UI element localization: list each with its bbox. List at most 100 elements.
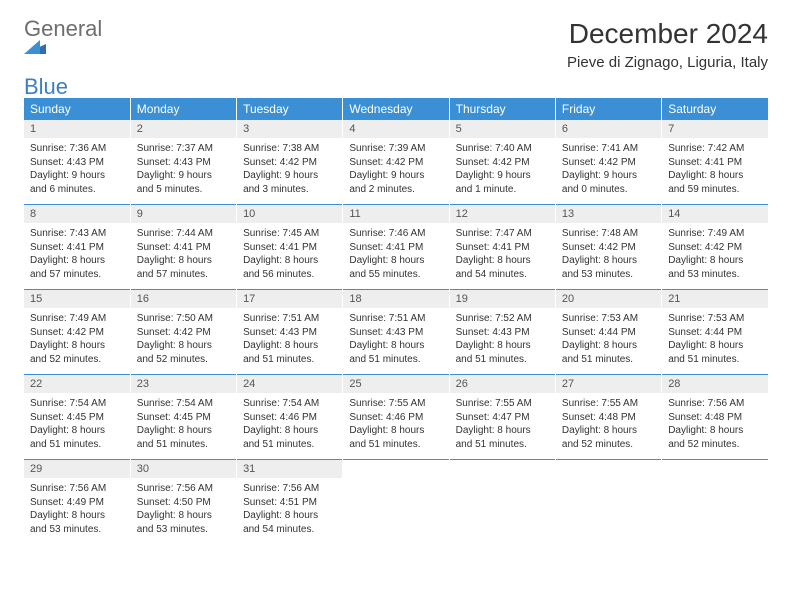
day-number-cell: 5 bbox=[449, 120, 555, 138]
day-detail-cell: Sunrise: 7:44 AMSunset: 4:41 PMDaylight:… bbox=[130, 223, 236, 290]
title-block: December 2024 Pieve di Zignago, Liguria,… bbox=[567, 18, 768, 81]
day-detail-cell: Sunrise: 7:51 AMSunset: 4:43 PMDaylight:… bbox=[237, 308, 343, 375]
day-number-cell: 8 bbox=[24, 205, 130, 223]
day-number-cell: 22 bbox=[24, 375, 130, 393]
detail-line: Sunrise: 7:49 AM bbox=[30, 313, 106, 324]
day-detail-cell: Sunrise: 7:55 AMSunset: 4:47 PMDaylight:… bbox=[449, 393, 555, 460]
detail-row: Sunrise: 7:43 AM Sunset: 4:41 PM Daylight:… bbox=[24, 223, 768, 290]
detail-line: Sunset: 4:46 PM bbox=[243, 412, 317, 423]
day-number-cell: 3 bbox=[237, 120, 343, 138]
day-detail-cell bbox=[555, 478, 661, 544]
calendar-table: SundayMondayTuesdayWednesdayThursdayFrid… bbox=[24, 98, 768, 544]
day-number-cell bbox=[555, 460, 661, 478]
dow-header-cell: Saturday bbox=[662, 98, 768, 120]
day-detail-cell: Sunrise: 7:54 AMSunset: 4:45 PMDaylight:… bbox=[130, 393, 236, 460]
detail-line: Sunset: 4:46 PM bbox=[349, 412, 423, 423]
detail-line: and 51 minutes. bbox=[456, 354, 527, 365]
day-number-cell: 2 bbox=[130, 120, 236, 138]
daynum-row: 22232425262728 bbox=[24, 375, 768, 393]
detail-line: Daylight: 8 hours bbox=[137, 425, 212, 436]
detail-line: and 55 minutes. bbox=[349, 269, 420, 280]
detail-line: Sunrise: 7:51 AM bbox=[243, 313, 319, 324]
day-detail-cell: Sunrise: 7:37 AMSunset: 4:43 PMDaylight:… bbox=[130, 138, 236, 205]
detail-line: Daylight: 8 hours bbox=[30, 255, 105, 266]
detail-line: and 53 minutes. bbox=[668, 269, 739, 280]
day-number-cell: 6 bbox=[555, 120, 661, 138]
detail-line: Sunset: 4:50 PM bbox=[137, 497, 211, 508]
detail-line: Daylight: 8 hours bbox=[137, 340, 212, 351]
day-detail-cell: Sunrise: 7:55 AMSunset: 4:48 PMDaylight:… bbox=[555, 393, 661, 460]
detail-line: Daylight: 8 hours bbox=[668, 425, 743, 436]
detail-line: and 2 minutes. bbox=[349, 184, 415, 195]
day-detail-cell: Sunrise: 7:47 AMSunset: 4:41 PMDaylight:… bbox=[449, 223, 555, 290]
detail-line: Sunset: 4:48 PM bbox=[562, 412, 636, 423]
day-number-cell: 26 bbox=[449, 375, 555, 393]
brand-logo: General Blue bbox=[24, 18, 102, 98]
day-detail-cell: Sunrise: 7:53 AMSunset: 4:44 PMDaylight:… bbox=[555, 308, 661, 375]
detail-line: Sunset: 4:44 PM bbox=[668, 327, 742, 338]
detail-line: and 53 minutes. bbox=[562, 269, 633, 280]
detail-line: Sunset: 4:51 PM bbox=[243, 497, 317, 508]
detail-line: Sunset: 4:41 PM bbox=[668, 157, 742, 168]
detail-line: Sunset: 4:43 PM bbox=[456, 327, 530, 338]
day-number-cell: 13 bbox=[555, 205, 661, 223]
detail-line: Sunset: 4:42 PM bbox=[30, 327, 104, 338]
detail-line: Sunrise: 7:56 AM bbox=[30, 483, 106, 494]
day-number-cell: 1 bbox=[24, 120, 130, 138]
detail-line: Daylight: 8 hours bbox=[243, 510, 318, 521]
day-detail-cell: Sunrise: 7:42 AMSunset: 4:41 PMDaylight:… bbox=[662, 138, 768, 205]
detail-line: Sunset: 4:42 PM bbox=[456, 157, 530, 168]
detail-line: Sunset: 4:43 PM bbox=[349, 327, 423, 338]
detail-line: Sunset: 4:42 PM bbox=[562, 157, 636, 168]
detail-line: and 51 minutes. bbox=[562, 354, 633, 365]
day-number-cell: 15 bbox=[24, 290, 130, 308]
dow-header-cell: Monday bbox=[130, 98, 236, 120]
day-detail-cell: Sunrise: 7:40 AMSunset: 4:42 PMDaylight:… bbox=[449, 138, 555, 205]
day-detail-cell: Sunrise: 7:50 AM Sunset: 4:42 PM Daylight:… bbox=[130, 308, 236, 375]
detail-line: Sunrise: 7:55 AM bbox=[349, 398, 425, 409]
day-number-cell: 7 bbox=[662, 120, 768, 138]
detail-line: Sunrise: 7:51 AM bbox=[349, 313, 425, 324]
detail-line: Daylight: 8 hours bbox=[243, 425, 318, 436]
day-number-cell: 24 bbox=[237, 375, 343, 393]
dow-header-cell: Wednesday bbox=[343, 98, 449, 120]
detail-line: Sunrise: 7:56 AM bbox=[668, 398, 744, 409]
detail-line: Sunset: 4:41 PM bbox=[456, 242, 530, 253]
detail-line: Daylight: 9 hours bbox=[243, 170, 318, 181]
daynum-row: 293031 bbox=[24, 460, 768, 478]
day-number-cell: 27 bbox=[555, 375, 661, 393]
day-detail-cell: Sunrise: 7:54 AMSunset: 4:45 PMDaylight:… bbox=[24, 393, 130, 460]
day-detail-cell: Sunrise: 7:52 AMSunset: 4:43 PMDaylight:… bbox=[449, 308, 555, 375]
detail-line: Daylight: 9 hours bbox=[137, 170, 212, 181]
detail-line: Sunset: 4:45 PM bbox=[137, 412, 211, 423]
detail-line: Sunrise: 7:56 AM bbox=[137, 483, 213, 494]
detail-line: Sunset: 4:41 PM bbox=[137, 242, 211, 253]
detail-line: and 53 minutes. bbox=[137, 524, 208, 535]
detail-line: Sunrise: 7:53 AM bbox=[668, 313, 744, 324]
detail-line: Sunset: 4:42 PM bbox=[668, 242, 742, 253]
daynum-row: 15161718192021 bbox=[24, 290, 768, 308]
detail-line: and 57 minutes. bbox=[30, 269, 101, 280]
day-detail-cell: Sunrise: 7:53 AMSunset: 4:44 PMDaylight:… bbox=[662, 308, 768, 375]
header-row: General Blue December 2024 Pieve di Zign… bbox=[24, 18, 768, 98]
day-detail-cell: Sunrise: 7:55 AMSunset: 4:46 PMDaylight:… bbox=[343, 393, 449, 460]
detail-line: Daylight: 8 hours bbox=[30, 425, 105, 436]
day-detail-cell: Sunrise: 7:41 AMSunset: 4:42 PMDaylight:… bbox=[555, 138, 661, 205]
detail-line: Daylight: 9 hours bbox=[349, 170, 424, 181]
day-number-cell: 23 bbox=[130, 375, 236, 393]
detail-line: Sunset: 4:49 PM bbox=[30, 497, 104, 508]
detail-line: and 0 minutes. bbox=[562, 184, 628, 195]
day-number-cell: 10 bbox=[237, 205, 343, 223]
detail-line: Sunset: 4:47 PM bbox=[456, 412, 530, 423]
day-number-cell: 4 bbox=[343, 120, 449, 138]
day-number-cell: 12 bbox=[449, 205, 555, 223]
detail-line: Sunrise: 7:40 AM bbox=[456, 143, 532, 154]
detail-line: Sunrise: 7:43 AM bbox=[30, 228, 106, 239]
detail-line: Sunrise: 7:54 AM bbox=[30, 398, 106, 409]
day-detail-cell bbox=[343, 478, 449, 544]
detail-line: Daylight: 8 hours bbox=[349, 340, 424, 351]
detail-line: Sunrise: 7:50 AM bbox=[137, 313, 213, 324]
day-number-cell: 19 bbox=[449, 290, 555, 308]
detail-row: Sunrise: 7:36 AMSunset: 4:43 PMDaylight:… bbox=[24, 138, 768, 205]
detail-line: Sunset: 4:42 PM bbox=[137, 327, 211, 338]
